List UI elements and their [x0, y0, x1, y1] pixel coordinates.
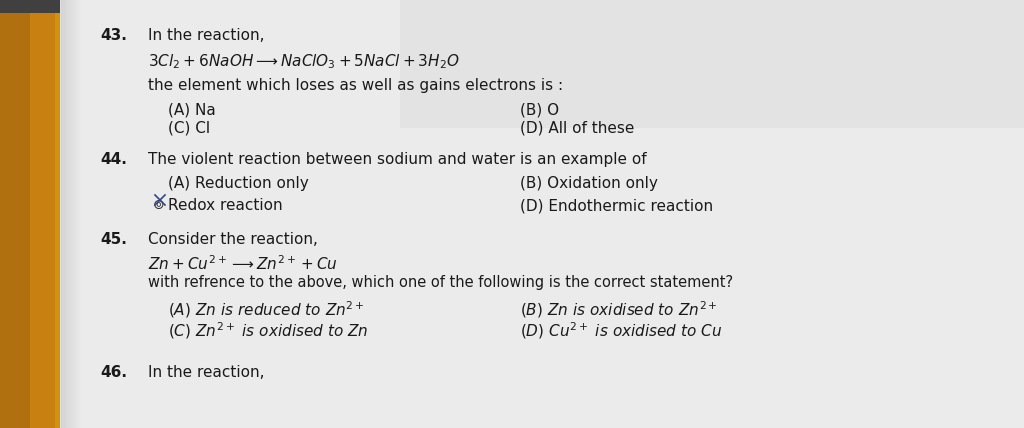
Text: 44.: 44. — [100, 152, 127, 167]
Text: $(C)\ Zn^{2+}\ is\ oxidised\ to\ Zn$: $(C)\ Zn^{2+}\ is\ oxidised\ to\ Zn$ — [168, 320, 369, 341]
Text: $(A)\ Zn\ is\ reduced\ to\ Zn^{2+}$: $(A)\ Zn\ is\ reduced\ to\ Zn^{2+}$ — [168, 299, 365, 320]
Bar — [73, 0, 75, 428]
Bar — [63, 0, 66, 428]
Bar — [74, 0, 76, 428]
Text: (C) Cl: (C) Cl — [168, 120, 210, 135]
Text: (B) Oxidation only: (B) Oxidation only — [520, 176, 657, 191]
Bar — [68, 0, 70, 428]
Bar — [78, 0, 80, 428]
Text: $(B)\ Zn\ is\ oxidised\ to\ Zn^{2+}$: $(B)\ Zn\ is\ oxidised\ to\ Zn^{2+}$ — [520, 299, 718, 320]
FancyBboxPatch shape — [400, 0, 1024, 128]
Bar — [61, 0, 63, 428]
Text: $Zn+Cu^{2+}{\longrightarrow}Zn^{2+}+Cu$: $Zn+Cu^{2+}{\longrightarrow}Zn^{2+}+Cu$ — [148, 254, 338, 273]
Text: 43.: 43. — [100, 28, 127, 43]
Bar — [0, 0, 1024, 13]
Text: $(D)\ Cu^{2+}\ is\ oxidised\ to\ Cu$: $(D)\ Cu^{2+}\ is\ oxidised\ to\ Cu$ — [520, 320, 723, 341]
Text: The violent reaction between sodium and water is an example of: The violent reaction between sodium and … — [148, 152, 646, 167]
Text: (D) All of these: (D) All of these — [520, 120, 635, 135]
Text: with refrence to the above, which one of the following is the correct statement?: with refrence to the above, which one of… — [148, 275, 733, 290]
Bar — [66, 0, 68, 428]
Text: 46.: 46. — [100, 365, 127, 380]
Bar — [75, 0, 77, 428]
Text: the element which loses as well as gains electrons is :: the element which loses as well as gains… — [148, 78, 563, 93]
Text: $\circledcirc$: $\circledcirc$ — [152, 198, 165, 212]
Text: Consider the reaction,: Consider the reaction, — [148, 232, 317, 247]
Bar — [72, 0, 74, 428]
Text: Redox reaction: Redox reaction — [168, 198, 283, 213]
Bar — [65, 0, 67, 428]
Bar — [63, 0, 65, 428]
Bar — [70, 0, 72, 428]
Bar — [76, 0, 78, 428]
Bar — [0, 0, 77, 428]
Text: (A) Na: (A) Na — [168, 102, 216, 117]
Bar — [60, 0, 62, 428]
Bar — [62, 0, 63, 428]
Text: In the reaction,: In the reaction, — [148, 28, 264, 43]
Text: In the reaction,: In the reaction, — [148, 365, 264, 380]
Text: (D) Endothermic reaction: (D) Endothermic reaction — [520, 198, 713, 213]
Bar — [77, 0, 79, 428]
Bar — [69, 0, 71, 428]
Text: 45.: 45. — [100, 232, 127, 247]
Bar — [79, 0, 81, 428]
Text: $3Cl_2+6NaOH{\longrightarrow}NaClO_3+5NaCl+3H_2O$: $3Cl_2+6NaOH{\longrightarrow}NaClO_3+5Na… — [148, 52, 460, 71]
Bar — [0, 0, 30, 428]
Text: (A) Reduction only: (A) Reduction only — [168, 176, 309, 191]
Bar — [71, 0, 73, 428]
Text: (B) O: (B) O — [520, 102, 559, 117]
Bar — [67, 0, 69, 428]
Bar — [0, 0, 55, 428]
